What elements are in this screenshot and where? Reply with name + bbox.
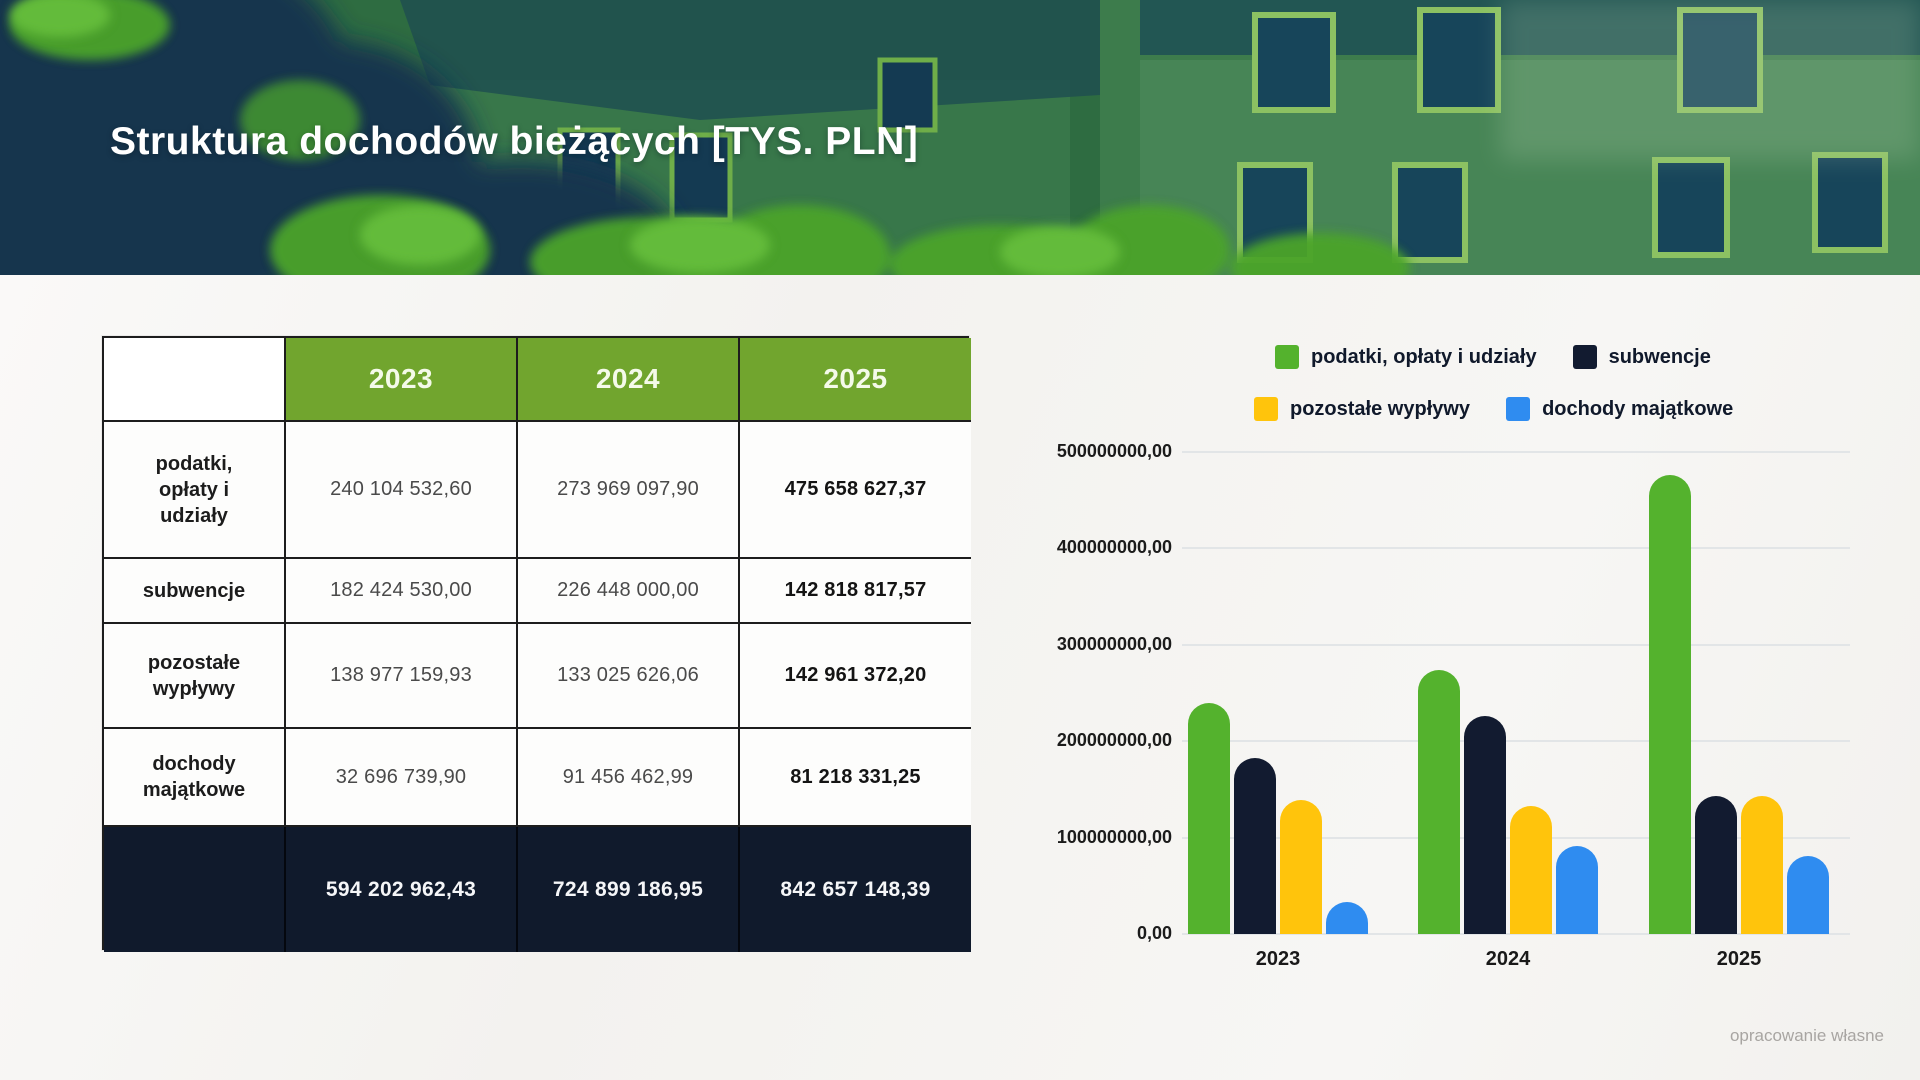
table-cell: 32 696 739,90	[286, 729, 518, 827]
y-axis-tick-label: 400000000,00	[1056, 537, 1172, 558]
banner-photo	[0, 0, 1920, 275]
table-cell: 475 658 627,37	[740, 422, 971, 559]
table-cell: 133 025 626,06	[518, 624, 740, 729]
total-cell-2025: 842 657 148,39	[740, 827, 971, 952]
legend-item-podatki: podatki, opłaty i udziały	[1275, 345, 1537, 369]
y-axis-tick-label: 500000000,00	[1056, 441, 1172, 461]
table-cell: 182 424 530,00	[286, 559, 518, 624]
chart-plot: 0,00 100000000,00 200000000,00 300000000,00…	[1020, 430, 1910, 1010]
chart-bar-2025-series-0	[1649, 475, 1691, 934]
legend-label: subwencje	[1608, 345, 1711, 368]
legend-swatch-green	[1275, 345, 1299, 369]
income-bar-chart: podatki, opłaty i udziały subwencje pozo…	[1020, 300, 1910, 1020]
x-axis-label-2025: 2025	[1716, 948, 1762, 970]
chart-bar-2025-series-1	[1695, 796, 1737, 934]
y-axis-tick-label: 0,00	[1136, 923, 1172, 943]
chart-bar-2025-series-2	[1741, 796, 1783, 934]
table-corner-cell	[104, 338, 286, 422]
row-label-subwencje: subwencje	[104, 559, 286, 624]
page-title: Struktura dochodów bieżących [TYS. PLN]	[110, 120, 919, 163]
chart-bar-2023-series-2	[1280, 800, 1322, 934]
row-label-podatki: podatki, opłaty i udziały	[104, 422, 286, 559]
table-cell: 142 961 372,20	[740, 624, 971, 729]
row-label-pozostale: pozostałe wypływy	[104, 624, 286, 729]
total-cell-2023: 594 202 962,43	[286, 827, 518, 952]
legend-item-dochody: dochody majątkowe	[1506, 397, 1733, 421]
table-header-2024: 2024	[518, 338, 740, 422]
chart-bar-2024-series-1	[1464, 716, 1506, 934]
legend-swatch-navy	[1572, 345, 1597, 369]
legend-label: pozostałe wypływy	[1290, 397, 1471, 420]
legend-item-pozostale: pozostałe wypływy	[1254, 397, 1470, 421]
chart-bar-2025-series-3	[1787, 856, 1829, 934]
gridline	[1182, 643, 1850, 646]
table-cell: 91 456 462,99	[518, 729, 740, 827]
table-cell: 273 969 097,90	[518, 422, 740, 559]
chart-bar-2023-series-1	[1234, 758, 1276, 934]
legend-label: podatki, opłaty i udziały	[1311, 345, 1537, 368]
x-axis-label-2023: 2023	[1255, 948, 1301, 970]
table-cell: 226 448 000,00	[518, 559, 740, 624]
chart-bar-2024-series-3	[1556, 846, 1598, 934]
row-label-dochody: dochody majątkowe	[104, 729, 286, 827]
chart-bar-2023-series-0	[1188, 703, 1230, 934]
legend-label: dochody majątkowe	[1542, 397, 1734, 420]
income-structure-table: 2023 2024 2025 podatki, opłaty i udziały…	[102, 336, 971, 952]
gridline	[1182, 933, 1850, 935]
table-header-2025: 2025	[740, 338, 971, 422]
gridline	[1182, 547, 1850, 550]
legend-item-subwencje: subwencje	[1572, 345, 1711, 369]
chart-bar-2024-series-2	[1510, 806, 1552, 934]
gridline	[1182, 740, 1850, 743]
legend-swatch-yellow	[1254, 397, 1278, 421]
table-cell: 142 818 817,57	[740, 559, 971, 624]
chart-legend-row-2: pozostałe wypływy dochody majątkowe	[1254, 397, 1733, 421]
y-axis-tick-label: 100000000,00	[1056, 826, 1172, 847]
table-cell: 138 977 159,93	[286, 624, 518, 729]
total-row-label-cell	[104, 827, 286, 952]
banner: Struktura dochodów bieżących [TYS. PLN]	[0, 0, 1920, 275]
legend-swatch-blue	[1506, 397, 1531, 421]
chart-legend-row-1: podatki, opłaty i udziały subwencje	[1275, 345, 1711, 369]
table-cell: 81 218 331,25	[740, 729, 971, 827]
total-cell-2024: 724 899 186,95	[518, 827, 740, 952]
y-axis-tick-label: 200000000,00	[1056, 730, 1172, 751]
x-axis-label-2024: 2024	[1485, 948, 1531, 970]
y-axis-tick-label: 300000000,00	[1056, 633, 1172, 654]
chart-bar-2024-series-0	[1418, 670, 1460, 934]
gridline	[1182, 451, 1850, 453]
table-cell: 240 104 532,60	[286, 422, 518, 559]
table-header-2023: 2023	[286, 338, 518, 422]
chart-bar-2023-series-3	[1326, 902, 1368, 934]
credit-note: opracowanie własne	[1729, 1026, 1884, 1045]
